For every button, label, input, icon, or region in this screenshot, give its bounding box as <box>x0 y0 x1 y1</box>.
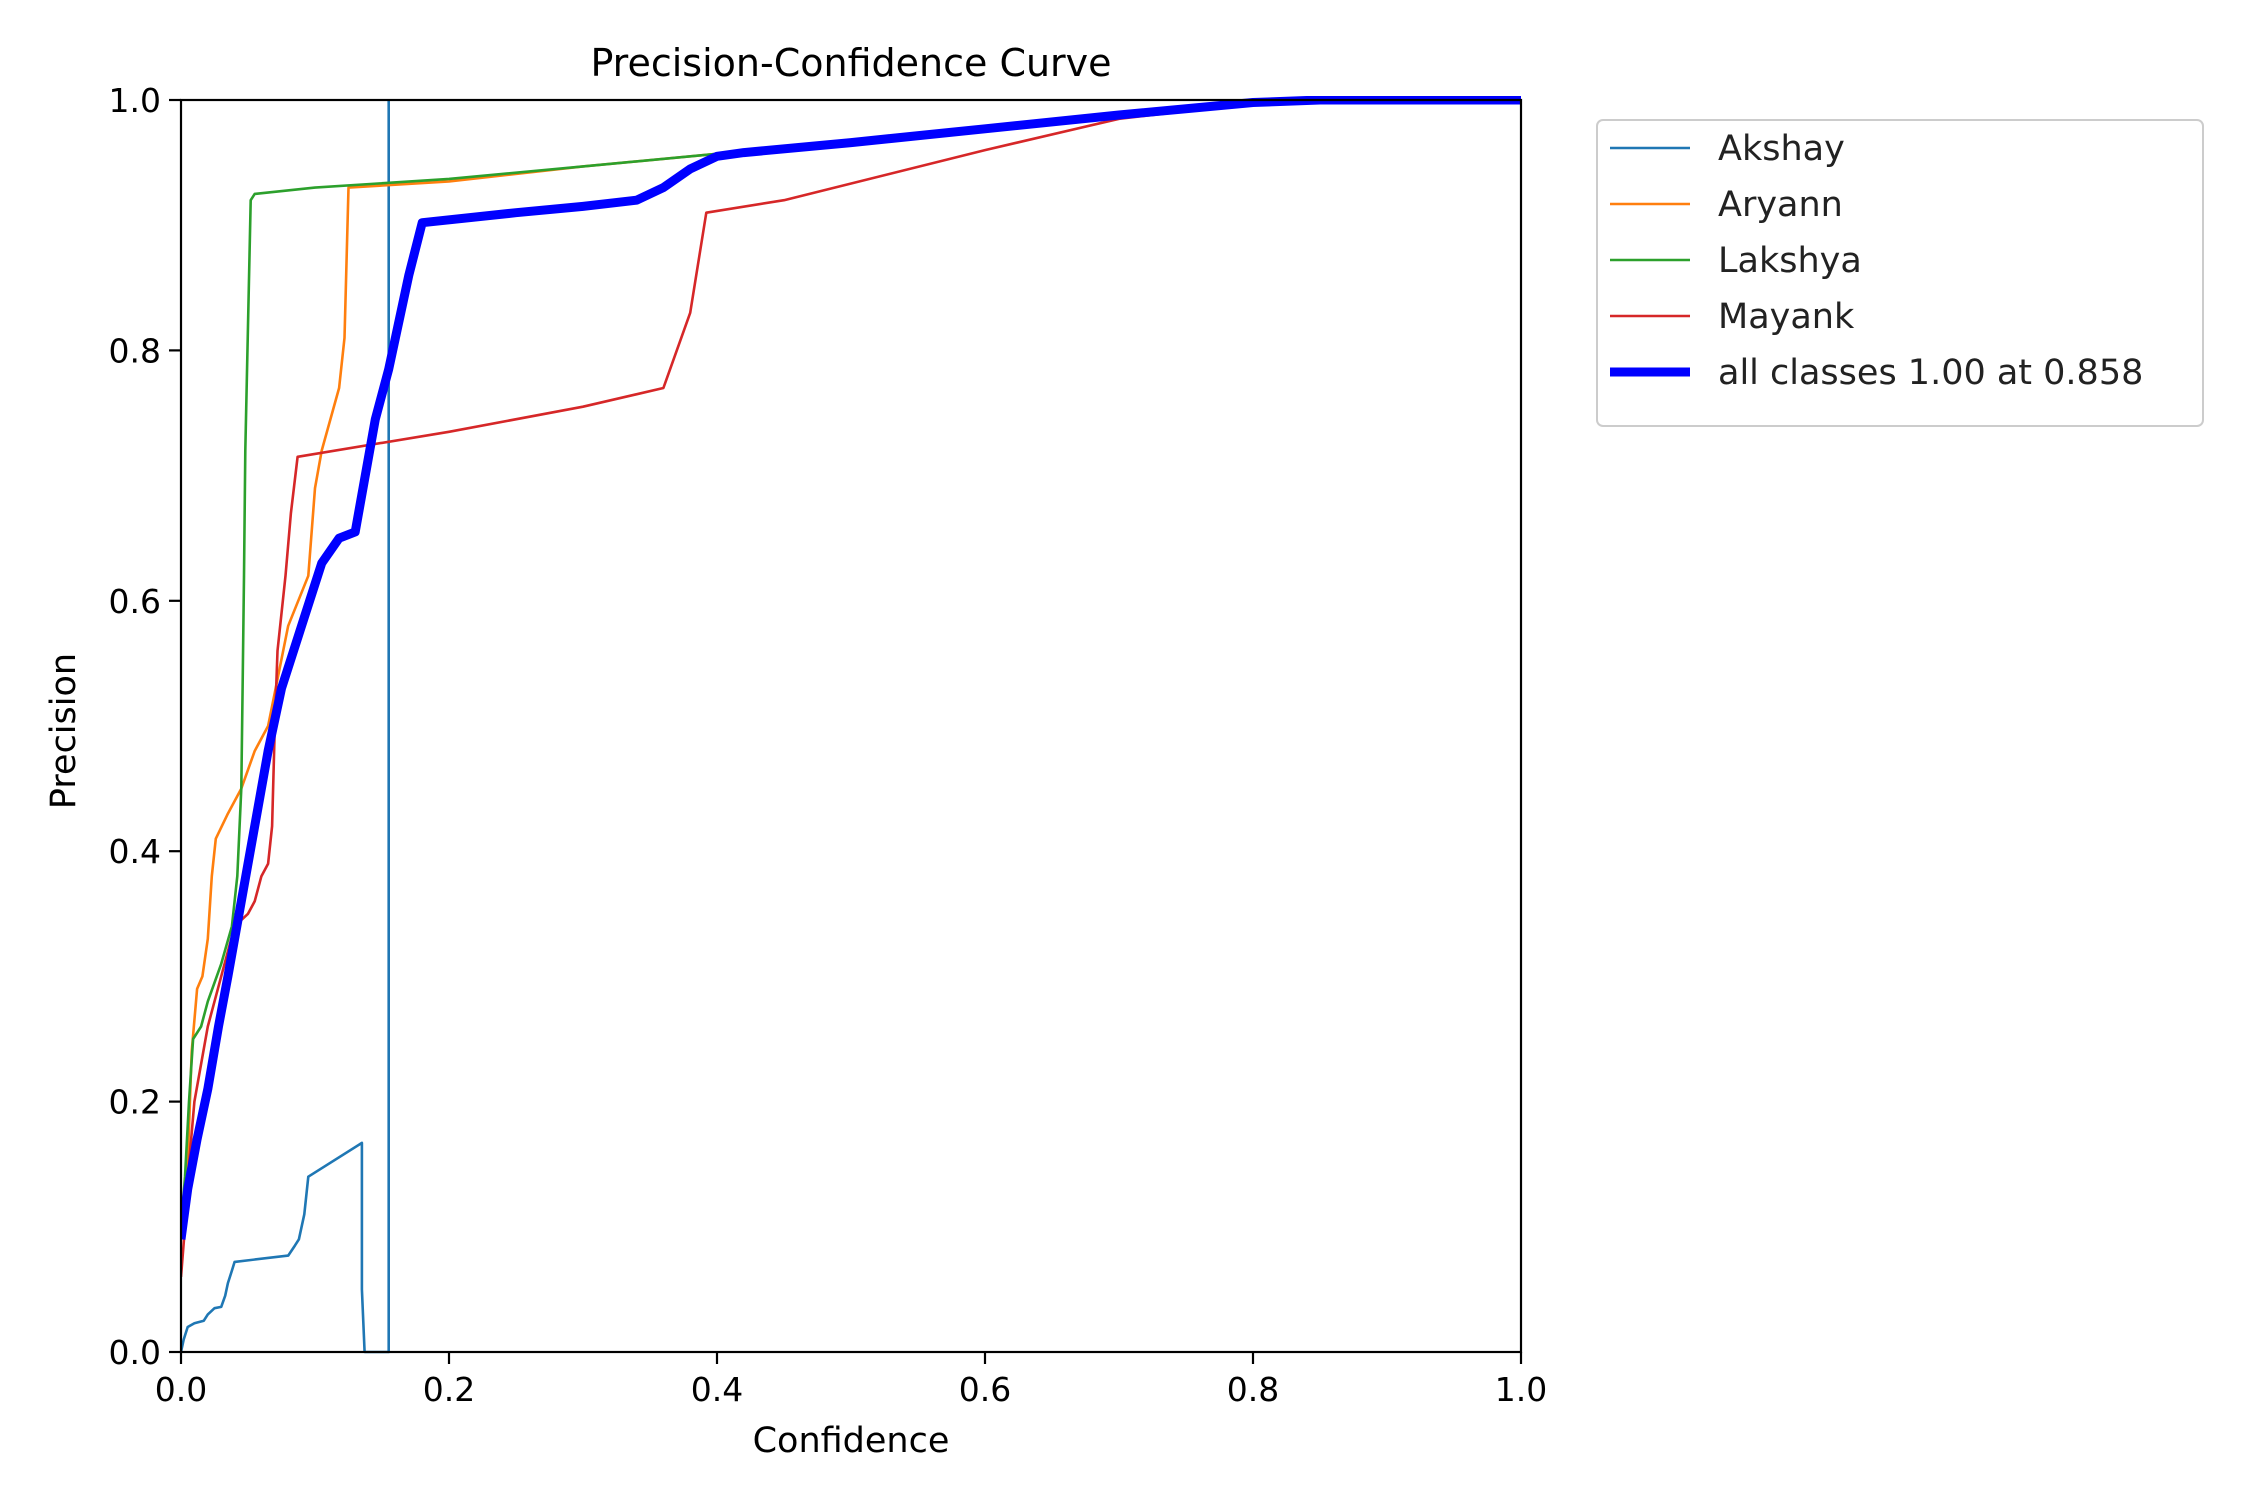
axes-frame <box>179 98 1523 1354</box>
y-tick-label: 0.6 <box>109 582 161 621</box>
x-axis-title: Confidence <box>753 1421 950 1461</box>
x-tick-label: 0.0 <box>155 1370 207 1409</box>
x-tick-label: 0.8 <box>1227 1370 1279 1409</box>
series-line-akshay <box>181 100 390 1354</box>
x-tick-label: 1.0 <box>1495 1370 1547 1409</box>
legend-label: Aryann <box>1718 185 1843 225</box>
legend-label: Akshay <box>1718 129 1845 169</box>
x-tick-label: 0.6 <box>959 1370 1011 1409</box>
legend-entry: Akshay <box>1610 129 1845 169</box>
x-tick-label: 0.4 <box>691 1370 743 1409</box>
legend-entry: Mayank <box>1610 297 1855 337</box>
y-axis-title: Precision <box>44 653 84 809</box>
legend-entry: Aryann <box>1610 185 1843 225</box>
legend-entry: Lakshya <box>1610 241 1862 281</box>
chart-title: Precision-Confidence Curve <box>590 41 1111 85</box>
series-line-all-classes-1-00-at-0-858 <box>181 96 1521 1240</box>
legend-label: Mayank <box>1718 297 1855 337</box>
axes: 0.0 0.2 0.4 0.6 0.8 1.0 0.0 0.2 0.4 0.6 0.8 1.0 <box>109 81 1548 1409</box>
y-tick-label: 0.8 <box>109 331 161 370</box>
legend-label: Lakshya <box>1718 241 1862 281</box>
y-tick-label: 1.0 <box>109 81 161 120</box>
series-line-mayank <box>181 98 1521 1278</box>
plot-area <box>181 96 1521 1354</box>
y-tick-label: 0.4 <box>109 832 161 871</box>
x-tick-label: 0.2 <box>423 1370 475 1409</box>
legend-label: all classes 1.00 at 0.858 <box>1718 353 2143 393</box>
legend-box <box>1596 119 2204 427</box>
legend: Akshay Aryann Lakshya Mayank all classes 1.0… <box>1596 119 2204 427</box>
legend-entry: all classes 1.00 at 0.858 <box>1610 353 2143 393</box>
y-tick-label: 0.2 <box>109 1083 161 1122</box>
y-tick-label: 0.0 <box>109 1333 161 1372</box>
